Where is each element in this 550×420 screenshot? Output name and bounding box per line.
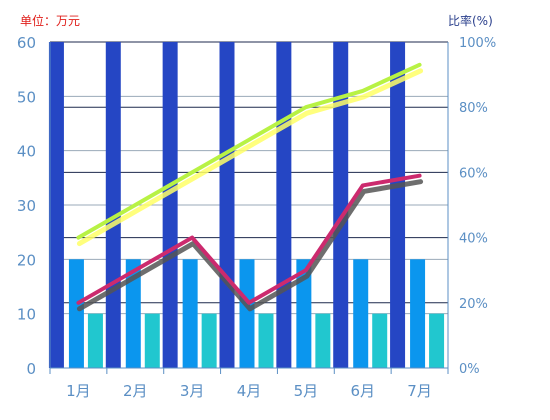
x-tick-label: 2月 — [123, 382, 148, 400]
x-tick-label: 1月 — [66, 382, 91, 400]
bar — [276, 42, 292, 368]
bar — [125, 259, 141, 368]
y-right-tick-label: 40% — [459, 232, 488, 247]
y-right-tick-label: 100% — [459, 36, 496, 51]
bar — [239, 259, 255, 368]
unit-label: 单位：万元 — [20, 14, 81, 28]
bar — [219, 42, 235, 368]
axes: 0 10 20 30 40 50 60 0% 20% 40% 60% 80% 100% 1月 2月 3月 4月 5… — [17, 34, 496, 400]
line-series — [76, 62, 422, 240]
bar — [390, 42, 406, 368]
bar — [144, 313, 160, 368]
bar — [105, 42, 121, 368]
y-right-tick-label: 20% — [459, 297, 488, 312]
bar — [410, 259, 426, 368]
bar — [258, 313, 274, 368]
line-series — [76, 173, 422, 305]
line-shadow — [76, 68, 424, 247]
x-tick-label: 7月 — [407, 382, 432, 400]
bar — [353, 259, 369, 368]
x-tick-label: 5月 — [294, 382, 319, 400]
bar — [315, 313, 331, 368]
y-left-tick-label: 20 — [17, 251, 36, 269]
y-left-tick-label: 40 — [17, 143, 36, 161]
y-right-tick-label: 0% — [459, 362, 480, 377]
bar — [333, 42, 349, 368]
x-tick-label: 3月 — [180, 382, 205, 400]
bar — [296, 259, 312, 368]
y-left-tick-label: 10 — [17, 306, 36, 324]
y-left-tick-label: 60 — [17, 34, 36, 52]
y-right-tick-label: 60% — [459, 166, 488, 181]
line-shadow — [76, 179, 424, 312]
y-left-tick-label: 50 — [17, 88, 36, 106]
y-right-tick-label: 80% — [459, 101, 488, 116]
x-tick-label: 6月 — [350, 382, 375, 400]
bar — [182, 259, 198, 368]
bar — [372, 313, 388, 368]
bar — [68, 259, 84, 368]
y-left-tick-label: 0 — [26, 360, 36, 378]
bar — [87, 313, 103, 368]
line-group — [76, 62, 424, 312]
bar — [162, 42, 178, 368]
bar — [201, 313, 217, 368]
bar — [48, 42, 64, 368]
bar — [429, 313, 445, 368]
ratio-axis-title: 比率(%) — [448, 14, 493, 28]
y-left-tick-label: 30 — [17, 197, 36, 215]
x-tick-label: 4月 — [237, 382, 262, 400]
